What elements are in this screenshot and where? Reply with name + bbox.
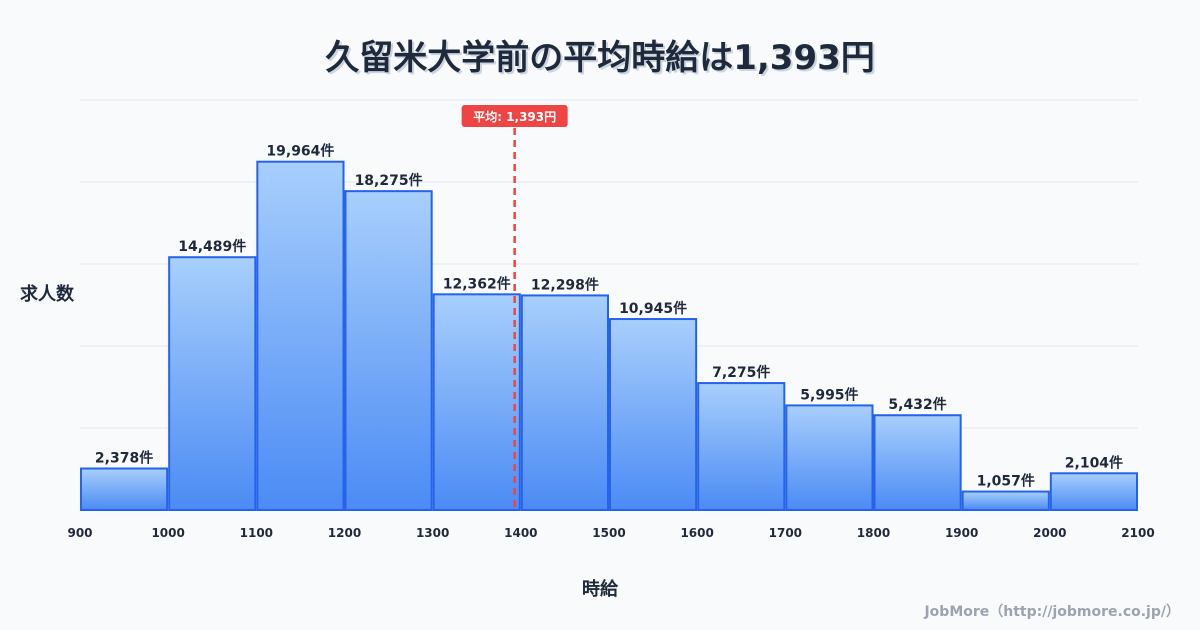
credit-text: JobMore（http://jobmore.co.jp/）: [924, 604, 1180, 620]
x-tick-label: 1200: [328, 526, 361, 540]
bar-value-label: 10,945件: [619, 300, 687, 317]
histogram-bar: [432, 293, 521, 511]
histogram-bar: [1049, 472, 1139, 511]
histogram-bar: [697, 382, 786, 511]
histogram-bar: [785, 404, 874, 511]
y-axis-label: 求人数: [20, 284, 74, 305]
bar-value-label: 7,275件: [712, 364, 770, 381]
histogram-bar: [344, 190, 433, 511]
histogram-bar: [256, 160, 345, 511]
x-tick-label: 1100: [240, 526, 273, 540]
histogram-bar: [961, 490, 1050, 511]
bar-value-label: 19,964件: [266, 143, 334, 160]
histogram-bar: [168, 256, 257, 511]
mean-label: 平均: 1,393円: [473, 109, 556, 124]
x-tick-label: 1700: [769, 526, 802, 540]
histogram-bar: [609, 318, 698, 511]
histogram-bar: [520, 294, 609, 511]
bar-value-label: 12,362件: [443, 275, 511, 292]
x-tick-label: 1600: [680, 526, 713, 540]
x-tick-label: 1400: [504, 526, 537, 540]
x-tick-label: 2000: [1033, 526, 1066, 540]
mean-label-badge: [461, 105, 568, 127]
chart-title: 久留米大学前の平均時給は1,393円: [325, 38, 875, 78]
bar-value-label: 12,298件: [531, 276, 599, 293]
bar-value-label: 18,275件: [355, 172, 423, 189]
bar-value-label: 5,995件: [800, 386, 858, 403]
x-tick-label: 900: [67, 526, 92, 540]
bar-value-label: 14,489件: [178, 238, 246, 255]
bar-value-label: 1,057件: [977, 473, 1035, 490]
histogram-bar: [873, 414, 962, 512]
bar-value-label: 2,378件: [95, 450, 153, 467]
x-tick-label: 2100: [1121, 526, 1154, 540]
bar-value-label: 5,432件: [888, 396, 946, 413]
x-tick-label: 1500: [592, 526, 625, 540]
x-tick-label: 1900: [945, 526, 978, 540]
x-tick-label: 1800: [857, 526, 890, 540]
x-tick-label: 1000: [151, 526, 184, 540]
x-axis-label: 時給: [582, 579, 618, 600]
bar-value-label: 2,104件: [1065, 454, 1123, 471]
x-tick-label: 1300: [416, 526, 449, 540]
histogram-bar: [80, 467, 169, 511]
